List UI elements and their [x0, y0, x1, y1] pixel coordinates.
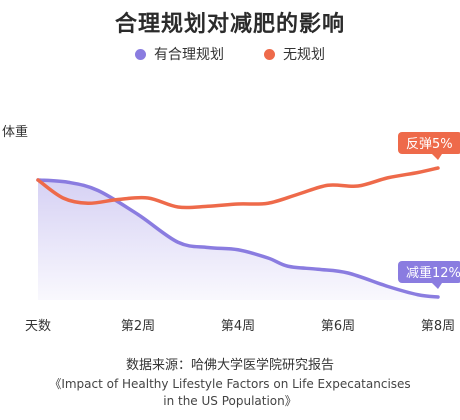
reference-citation: 《Impact of Healthy Lifestyle Factors on …: [0, 376, 460, 410]
chart-title: 合理规划对减肥的影响: [114, 12, 345, 37]
area-fill-planned: [38, 180, 438, 300]
legend-swatch-planned: [135, 48, 146, 60]
legend: 有合理规划 无规划: [0, 44, 460, 64]
legend-label-planned: 有合理规划: [154, 47, 224, 63]
annotation-box: [398, 132, 460, 154]
x-axis-ticks: 天数 第2周 第4周 第6周 第8周: [25, 319, 455, 334]
legend-item-planned: 有合理规划: [135, 44, 224, 64]
x-tick-label: 第8周: [421, 319, 455, 334]
annotation-pointer: [432, 283, 442, 289]
reference-line-1: 《Impact of Healthy Lifestyle Factors on …: [49, 377, 411, 391]
source-note: 数据来源：哈佛大学医学院研究报告: [125, 358, 334, 373]
reference-line-2: in the US Population》: [163, 394, 297, 408]
series-line-planned: [36, 178, 440, 299]
x-tick-label: 天数: [25, 319, 51, 334]
x-tick-label: 第6周: [321, 319, 355, 334]
legend-label-unplanned: 无规划: [283, 47, 325, 63]
legend-item-unplanned: 无规划: [264, 44, 325, 64]
y-axis-label: 体重: [2, 124, 28, 140]
annotation-label: 反弹5%: [406, 137, 453, 152]
x-tick-label: 第4周: [221, 319, 255, 334]
annotations: 反弹5% 减重12%: [398, 132, 460, 289]
annotation-pointer: [432, 154, 442, 160]
legend-swatch-unplanned: [264, 48, 275, 60]
series-line-unplanned: [36, 166, 440, 210]
annotation-box: [398, 261, 460, 283]
annotation-label: 减重12%: [406, 265, 460, 281]
x-tick-label: 第2周: [121, 319, 155, 334]
